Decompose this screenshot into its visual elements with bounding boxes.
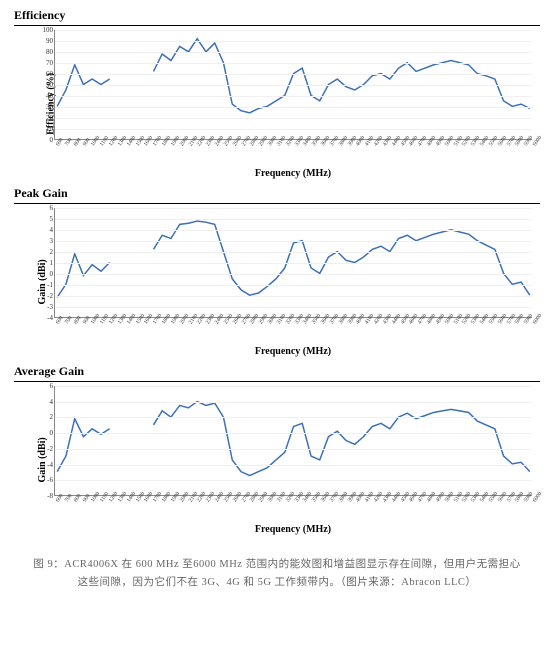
figure-caption: 图 9：ACR4006X 在 600 MHz 至6000 MHz 范围内的能效图… — [32, 556, 522, 592]
y-tick-label: 0 — [33, 136, 53, 144]
y-tick-label: 50 — [33, 81, 53, 89]
plot-area: 0102030405060708090100 60070080090010001… — [54, 30, 532, 140]
y-tick-label: 2 — [33, 248, 53, 256]
x-axis-label: Frequency (MHz) — [54, 346, 532, 357]
y-tick-label: -1 — [33, 281, 53, 289]
plot-area: -8-6-4-20246 600700800900100011001200130… — [54, 386, 532, 496]
chart-plot-wrap: Gain (dBi) -8-6-4-20246 6007008009001000… — [54, 386, 532, 536]
y-ticks: 0102030405060708090100 — [33, 30, 53, 140]
chart-title: Efficiency — [14, 8, 540, 26]
y-tick-label: -3 — [33, 303, 53, 311]
y-tick-label: -8 — [33, 492, 53, 500]
y-tick-label: 60 — [33, 70, 53, 78]
chart-average-gain: Average Gain Gain (dBi) -8-6-4-20246 600… — [14, 364, 540, 536]
x-axis-label: Frequency (MHz) — [54, 524, 532, 535]
y-tick-label: 5 — [33, 215, 53, 223]
y-tick-label: 4 — [33, 226, 53, 234]
chart-peak-gain: Peak Gain Gain (dBi) -4-3-2-10123456 600… — [14, 186, 540, 358]
y-tick-label: -4 — [33, 461, 53, 469]
chart-title: Average Gain — [14, 364, 540, 382]
y-tick-label: 6 — [33, 204, 53, 212]
x-tick-label: 6000 — [532, 313, 543, 325]
y-tick-label: 0 — [33, 270, 53, 278]
y-ticks: -4-3-2-10123456 — [33, 208, 53, 318]
data-line — [153, 39, 529, 113]
y-tick-label: -4 — [33, 314, 53, 322]
x-tick-label: 6000 — [532, 135, 543, 147]
y-tick-label: 4 — [33, 398, 53, 406]
y-tick-label: 0 — [33, 429, 53, 437]
x-ticks: 6007008009001000110012001300140015001600… — [55, 498, 532, 524]
figure-panel: Efficiency Efficiency (%) 01020304050607… — [0, 0, 554, 536]
x-tick-label: 6000 — [532, 491, 543, 503]
x-ticks: 6007008009001000110012001300140015001600… — [55, 142, 532, 168]
y-tick-label: 30 — [33, 103, 53, 111]
y-tick-label: 1 — [33, 259, 53, 267]
plot-area: -4-3-2-10123456 600700800900100011001200… — [54, 208, 532, 318]
y-tick-label: 10 — [33, 125, 53, 133]
y-tick-label: -6 — [33, 476, 53, 484]
data-line — [57, 254, 110, 298]
chart-efficiency: Efficiency Efficiency (%) 01020304050607… — [14, 8, 540, 180]
y-tick-label: -2 — [33, 445, 53, 453]
y-tick-label: 6 — [33, 382, 53, 390]
y-tick-label: -2 — [33, 292, 53, 300]
y-ticks: -8-6-4-20246 — [33, 386, 53, 496]
x-axis-label: Frequency (MHz) — [54, 168, 532, 179]
y-tick-label: 80 — [33, 48, 53, 56]
y-tick-label: 3 — [33, 237, 53, 245]
y-tick-label: 2 — [33, 413, 53, 421]
y-tick-label: 100 — [33, 26, 53, 34]
chart-plot-wrap: Gain (dBi) -4-3-2-10123456 6007008009001… — [54, 208, 532, 358]
y-tick-label: 40 — [33, 92, 53, 100]
chart-plot-wrap: Efficiency (%) 0102030405060708090100 60… — [54, 30, 532, 180]
y-tick-label: 20 — [33, 114, 53, 122]
y-tick-label: 90 — [33, 37, 53, 45]
x-ticks: 6007008009001000110012001300140015001600… — [55, 320, 532, 346]
chart-title: Peak Gain — [14, 186, 540, 204]
y-tick-label: 70 — [33, 59, 53, 67]
